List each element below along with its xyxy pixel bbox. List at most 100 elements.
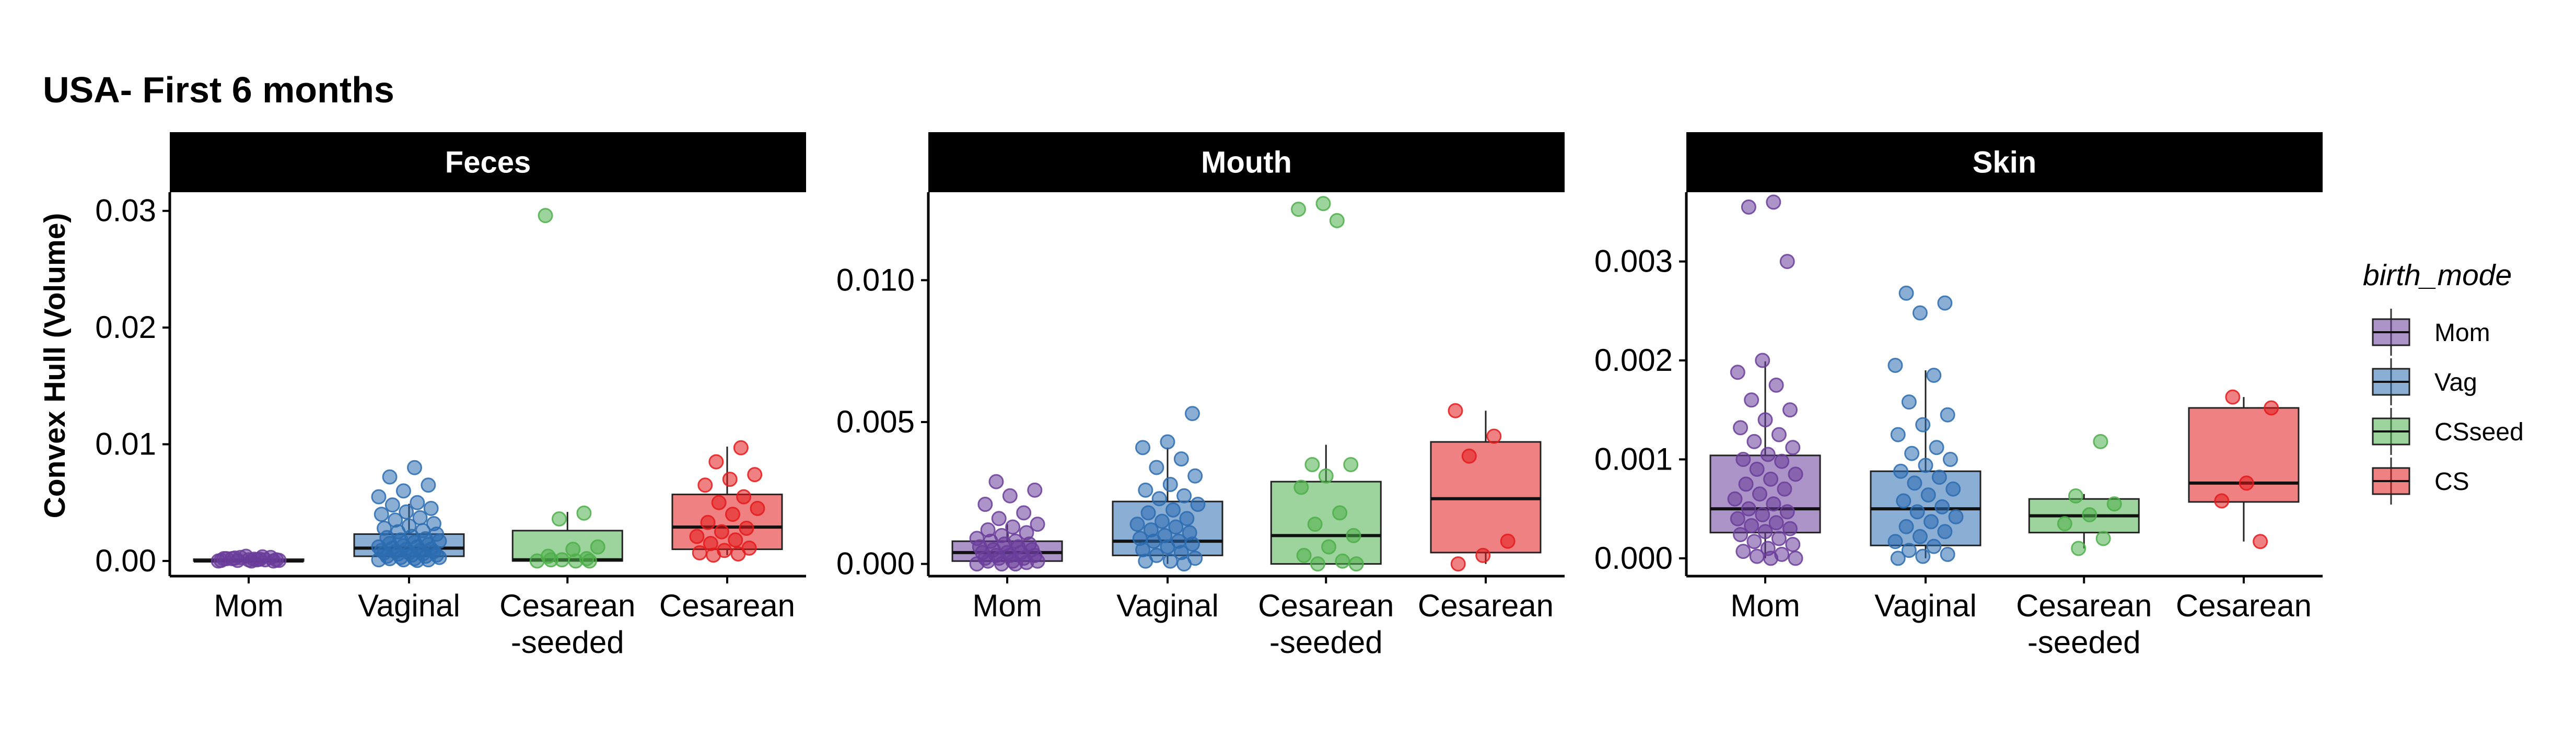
data-point — [1777, 481, 1792, 497]
data-point — [969, 556, 985, 572]
data-point — [1307, 517, 1323, 532]
data-point — [1749, 461, 1765, 477]
y-tick-label: 0.002 — [1594, 343, 1673, 378]
data-point — [1915, 417, 1931, 432]
data-point — [2264, 400, 2279, 416]
data-point — [2093, 434, 2108, 449]
panel-feces: Feces 0.00 0.01 0.02 0.03 Mom Vaginal Cesarean -… — [95, 132, 806, 660]
data-point — [1310, 556, 1325, 572]
data-point — [1766, 194, 1781, 210]
data-point — [1296, 547, 1312, 563]
data-point — [1154, 513, 1170, 529]
panel-mouth: Mouth 0.000 0.005 0.010 Mom Vaginal Cesarean -s… — [836, 132, 1565, 660]
data-point — [1746, 534, 1762, 549]
data-point — [1940, 546, 1955, 562]
data-point — [1898, 519, 1914, 534]
data-point — [1890, 551, 1906, 566]
data-point — [1448, 403, 1463, 418]
data-point — [410, 495, 425, 510]
x-tick-label: Vaginal — [1874, 588, 1977, 623]
data-point — [1735, 544, 1751, 559]
data-point — [1329, 213, 1345, 228]
data-point — [1138, 553, 1153, 569]
data-point — [750, 500, 765, 516]
data-point — [1293, 479, 1309, 495]
data-point — [988, 474, 1004, 489]
data-point — [232, 549, 248, 565]
data-point — [1768, 515, 1784, 531]
series-cesarean — [671, 440, 783, 563]
data-point — [1771, 427, 1787, 442]
data-point — [410, 553, 425, 568]
data-point — [747, 467, 763, 483]
data-point — [529, 553, 545, 569]
data-point — [1450, 556, 1466, 572]
legend-title: birth_mode — [2363, 259, 2512, 292]
data-point — [219, 551, 235, 566]
x-tick-label: Cesarean -seeded — [1258, 588, 1394, 660]
data-point — [1893, 463, 1909, 479]
data-point — [1937, 524, 1953, 540]
y-tick-label: 0.001 — [1594, 441, 1673, 476]
data-point — [1749, 548, 1765, 564]
y-tick-label: 0.010 — [836, 262, 915, 297]
data-point — [1149, 460, 1164, 475]
panel-strip — [928, 132, 1565, 192]
panel-skin: Skin 0.000 0.001 0.002 0.003 Mom Vaginal Cesare… — [1594, 132, 2323, 660]
data-point — [730, 546, 746, 562]
data-point — [1335, 553, 1350, 569]
y-axis-label: Convex Hull (Volume) — [38, 213, 72, 519]
data-point — [1948, 509, 1964, 524]
panel-strip — [170, 132, 806, 192]
data-point — [1890, 427, 1906, 442]
data-point — [2071, 541, 2087, 556]
data-point — [1763, 471, 1779, 487]
data-point — [1907, 475, 1922, 491]
legend-item-csseed: CSseed — [2372, 408, 2524, 455]
x-tick-label: Vaginal — [358, 588, 460, 623]
data-point — [407, 460, 423, 475]
data-point — [568, 553, 584, 569]
y-tick-label: 0.00 — [95, 543, 156, 578]
data-point — [1475, 547, 1491, 563]
data-point — [423, 500, 439, 516]
data-point — [1779, 254, 1795, 270]
data-point — [371, 552, 387, 568]
data-point — [2057, 516, 2072, 532]
data-point — [739, 520, 754, 536]
data-point — [1755, 353, 1770, 368]
data-point — [2253, 534, 2268, 549]
y-tick-label: 0.000 — [836, 546, 915, 581]
panel-strip-label: Feces — [445, 146, 531, 180]
data-point — [576, 505, 592, 521]
y-tick-label: 0.005 — [836, 404, 915, 439]
data-point — [1896, 493, 1911, 509]
legend-label: Vag — [2434, 369, 2477, 396]
data-point — [1030, 517, 1045, 532]
panel-strip-label: Skin — [1973, 146, 2037, 180]
data-point — [1008, 556, 1023, 572]
data-point — [1887, 358, 1903, 373]
data-point — [1179, 511, 1195, 527]
data-point — [1291, 202, 1307, 217]
data-point — [1461, 448, 1477, 464]
data-point — [1190, 497, 1206, 512]
data-point — [1730, 511, 1745, 527]
data-point — [2214, 493, 2230, 509]
series-mom — [951, 474, 1063, 572]
data-point — [1920, 487, 1936, 503]
data-point — [728, 532, 743, 548]
legend-label: CSseed — [2434, 418, 2524, 446]
x-tick-label: Mom — [1730, 588, 1800, 623]
series-cesarean-seeded — [2028, 434, 2140, 556]
legend-item-cs: CS — [2372, 458, 2469, 505]
data-point — [706, 547, 721, 563]
x-tick-label: Cesarean — [659, 588, 795, 623]
data-point — [590, 539, 605, 555]
series-cesarean — [1430, 403, 1542, 572]
legend-label: Mom — [2434, 319, 2490, 347]
data-point — [1500, 533, 1516, 549]
data-point — [2225, 389, 2241, 405]
data-point — [1768, 377, 1784, 393]
data-point — [1757, 524, 1773, 540]
